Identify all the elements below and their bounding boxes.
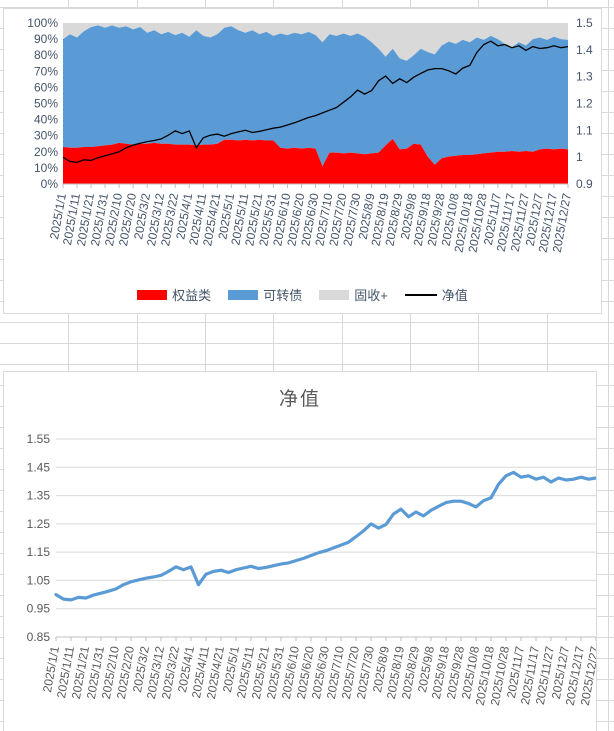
sheet-gridline (0, 343, 614, 344)
left-axis-label: 70% (34, 64, 58, 78)
allocation-chart[interactable]: 2025/1/1 2025/1/11 2025/1/21 2025/1/31 2025/… (3, 8, 602, 314)
legend-item-fixed-income[interactable]: 固收+ (319, 285, 388, 304)
sheet-gridline (0, 364, 614, 365)
left-axis-label: 10% (34, 161, 58, 175)
right-axis-label: 1.3 (576, 70, 593, 84)
left-axis-label: 60% (34, 80, 58, 94)
y-axis-label: 1.25 (27, 517, 51, 531)
right-axis-label: 1.5 (576, 16, 593, 30)
sheet-gridline (410, 0, 411, 731)
y-axis-label: 0.95 (27, 602, 51, 616)
sheet-gridline (608, 0, 609, 731)
legend-item-equity-swatch (137, 289, 168, 300)
allocation-chart-legend: 权益类 可转债 固收+ 净值 (4, 285, 601, 304)
sheet-gridline (0, 322, 614, 323)
sheet-gridline (137, 0, 138, 731)
y-axis-label: 1.35 (27, 489, 51, 503)
y-axis-label: 1.05 (27, 573, 51, 587)
left-axis-label: 30% (34, 129, 58, 143)
nav-chart[interactable]: 净值 0.85 0.95 1.05 1.15 1.25 1.35 1.45 1.55 2025/… (3, 371, 597, 731)
right-axis-label: 1.2 (576, 97, 593, 111)
nav-line (54, 470, 596, 602)
y-axis-label: 0.85 (27, 630, 51, 644)
left-axis-label: 80% (34, 48, 58, 62)
fixed-income-area (63, 23, 568, 61)
legend-item-convertible[interactable]: 可转债 (228, 285, 302, 304)
y-axis-label: 1.55 (27, 432, 51, 446)
legend-item-nav-label: 净值 (441, 288, 468, 303)
left-axis-label: 40% (34, 113, 58, 127)
legend-item-nav[interactable]: 净值 (404, 285, 468, 304)
right-axis-label: 1.1 (576, 123, 593, 137)
sheet-gridline (68, 0, 69, 731)
sheet-gridline (205, 0, 206, 731)
y-axis-label: 1.15 (27, 545, 51, 559)
allocation-plot: 2025/1/12025/1/112025/1/212025/1/312025/… (27, 16, 593, 254)
legend-item-fixed-income-label: 固收+ (354, 288, 388, 303)
legend-item-equity[interactable]: 权益类 (137, 285, 211, 304)
nav-chart-title: 净值 (278, 389, 321, 410)
right-axis-label: 0.9 (576, 177, 593, 191)
legend-item-convertible-swatch (228, 289, 259, 300)
nav-plot: 0.850.951.051.151.251.351.451.552025/1/1… (27, 432, 596, 707)
equity-area (63, 138, 568, 184)
left-axis-label: 90% (34, 32, 58, 46)
legend-item-fixed-income-swatch (319, 289, 350, 300)
left-axis-label: 50% (34, 97, 58, 111)
y-axis-label: 1.45 (27, 460, 51, 474)
sheet-gridline (478, 0, 479, 731)
legend-item-equity-label: 权益类 (172, 288, 212, 303)
sheet-gridline (342, 0, 343, 731)
legend-item-convertible-label: 可转债 (263, 288, 303, 303)
sheet-gridline (547, 0, 548, 731)
right-axis-label: 1 (576, 150, 583, 164)
left-axis-label: 0% (41, 177, 59, 191)
sheet-gridline (0, 7, 614, 8)
left-axis-label: 100% (27, 16, 58, 30)
left-axis-label: 20% (34, 145, 58, 159)
sheet-gridline (273, 0, 274, 731)
nav-line (62, 40, 569, 163)
legend-item-nav-swatch (404, 293, 437, 296)
right-axis-label: 1.4 (576, 43, 593, 57)
